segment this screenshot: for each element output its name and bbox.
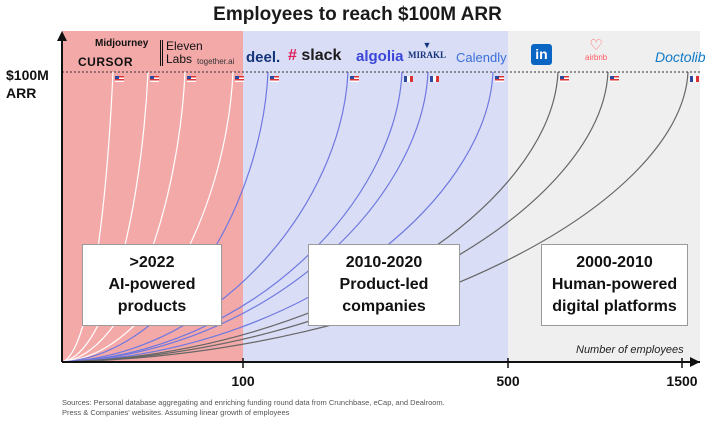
curve-algolia	[61, 71, 403, 363]
together-ai-logo: together.ai	[197, 57, 235, 66]
linkedin-logo: in	[531, 44, 552, 65]
slack-logo: # slack	[288, 47, 342, 64]
france-flag-icon	[430, 76, 439, 82]
us-flag-icon	[150, 76, 159, 82]
era-box-ai: >2022 AI-powered products	[82, 244, 222, 326]
cursor-logo: CURSOR	[78, 55, 134, 69]
us-flag-icon	[115, 76, 124, 82]
curve-doctolib	[61, 71, 689, 363]
us-flag-icon	[187, 76, 196, 82]
us-flag-icon	[350, 76, 359, 82]
us-flag-icon	[235, 76, 244, 82]
mirakl-shield-icon: ▼	[422, 40, 432, 50]
era-box-human: 2000-2010 Human-powered digital platform…	[541, 244, 688, 326]
midjourney-logo: Midjourney	[95, 38, 149, 49]
x-tick-label: 1500	[666, 373, 698, 389]
y-axis-label: $100M ARR	[6, 67, 49, 101]
slack-hash-icon: #	[288, 47, 297, 64]
chart-title: Employees to reach $100M ARR	[213, 4, 502, 25]
mirakl-logo: ▼ MIRAKL	[408, 40, 446, 60]
source-note: Sources: Personal database aggregating a…	[62, 398, 445, 417]
elevenlabs-logo: Eleven Labs	[160, 40, 203, 66]
us-flag-icon	[270, 76, 279, 82]
x-axis-arrow	[690, 357, 700, 367]
doctolib-logo: Doctolib	[655, 49, 706, 65]
us-flag-icon	[610, 76, 619, 82]
airbnb-icon: ♡	[589, 37, 603, 54]
y-axis-arrow	[57, 31, 67, 41]
calendly-logo: Calendly	[456, 50, 507, 65]
x-axis-title: Number of employees	[576, 344, 684, 356]
x-tick-label: 500	[496, 373, 520, 389]
france-flag-icon	[690, 76, 699, 82]
us-flag-icon	[560, 76, 569, 82]
france-flag-icon	[404, 76, 413, 82]
us-flag-icon	[495, 76, 504, 82]
deel-logo: deel.	[246, 49, 281, 66]
era-box-product: 2010-2020 Product-led companies	[308, 244, 460, 326]
algolia-logo: algolia	[356, 48, 404, 65]
curve-slack	[61, 71, 349, 363]
x-tick-label: 100	[231, 373, 255, 389]
airbnb-logo: ♡ airbnb	[585, 37, 608, 62]
